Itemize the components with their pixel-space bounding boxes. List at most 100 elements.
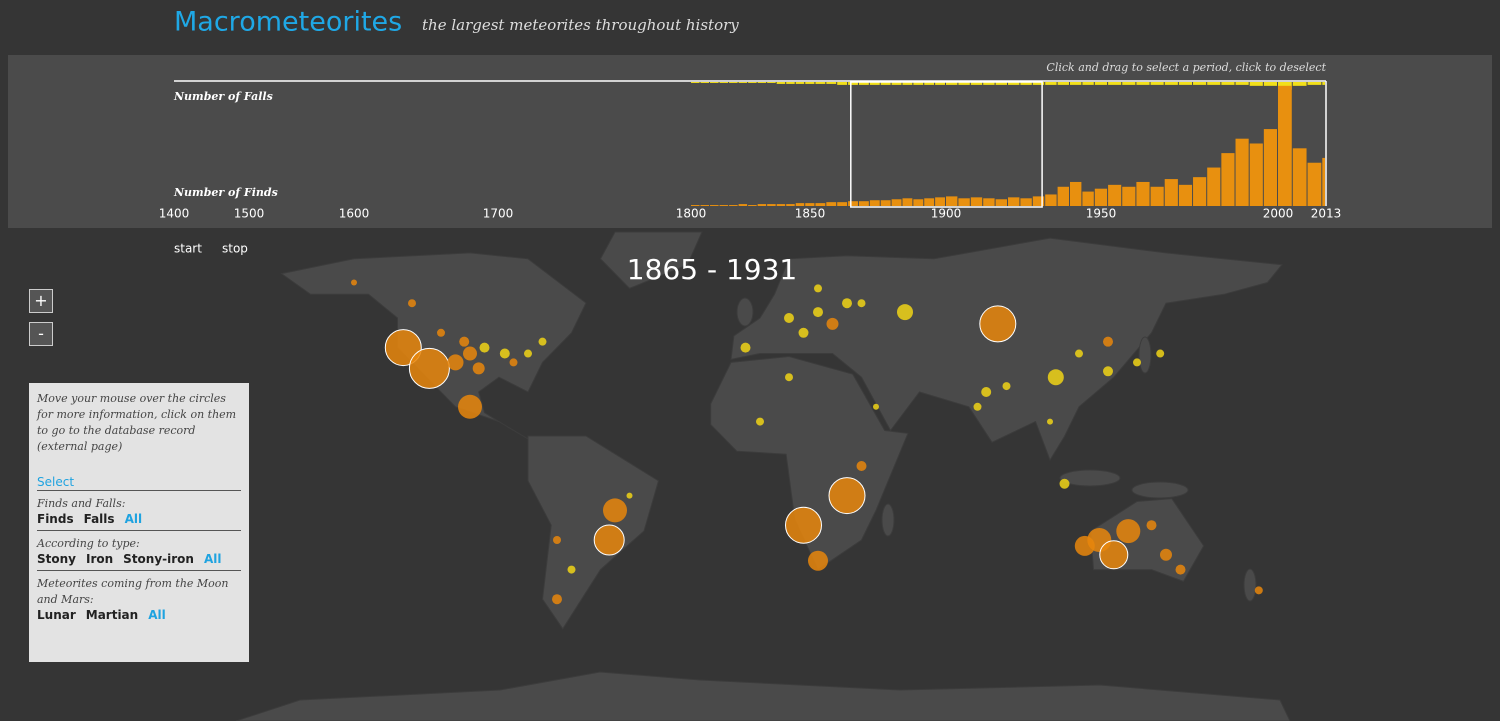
find-circle[interactable]	[1146, 520, 1157, 531]
fall-circle[interactable]	[981, 387, 992, 397]
fall-circle[interactable]	[842, 298, 852, 309]
fall-circle[interactable]	[1059, 478, 1070, 489]
finds-bar	[1057, 186, 1069, 206]
fall-circle[interactable]	[1047, 369, 1064, 386]
landmass	[1243, 568, 1257, 602]
find-circle[interactable]	[552, 594, 562, 605]
find-circle[interactable]	[1254, 586, 1263, 595]
fall-circle[interactable]	[1103, 366, 1113, 377]
fall-circle[interactable]	[524, 349, 532, 358]
finds-bar	[786, 204, 795, 206]
find-circle[interactable]	[1160, 548, 1172, 561]
fall-circle[interactable]	[1133, 358, 1141, 367]
find-circle[interactable]	[459, 336, 470, 347]
find-circle[interactable]	[1175, 564, 1186, 575]
find-circle[interactable]	[384, 329, 422, 367]
filter-option[interactable]: Stony	[37, 552, 76, 566]
find-circle[interactable]	[828, 477, 866, 515]
fall-circle[interactable]	[784, 313, 794, 323]
find-circle[interactable]	[1116, 519, 1141, 544]
finds-bar	[1235, 138, 1249, 206]
find-circle[interactable]	[808, 550, 828, 571]
fall-circle[interactable]	[1047, 418, 1053, 425]
find-circle[interactable]	[603, 498, 627, 523]
fall-circle[interactable]	[499, 348, 510, 359]
filter-all[interactable]: All	[203, 552, 222, 566]
fall-circle[interactable]	[857, 299, 866, 308]
find-circle[interactable]	[826, 317, 839, 330]
fall-circle[interactable]	[538, 337, 547, 346]
find-circle[interactable]	[447, 354, 464, 371]
finds-bar	[902, 198, 913, 206]
fall-circle[interactable]	[873, 403, 879, 410]
falls-bar	[902, 82, 913, 85]
find-circle[interactable]	[1103, 336, 1113, 347]
timeline-hint: Click and drag to select a period, click…	[1046, 61, 1326, 74]
filter-all[interactable]: All	[148, 608, 166, 622]
falls-bar	[848, 82, 858, 85]
landmass	[527, 435, 660, 630]
finds-bar	[1164, 179, 1178, 206]
fall-circle[interactable]	[479, 342, 490, 353]
filter-option[interactable]: Lunar	[37, 608, 76, 622]
falls-bar	[1136, 82, 1150, 85]
find-circle[interactable]	[593, 524, 625, 556]
find-circle[interactable]	[351, 279, 357, 286]
landmass	[710, 355, 909, 571]
filter-option[interactable]: Martian	[85, 608, 139, 622]
falls-bar	[1193, 82, 1207, 85]
finds-bar	[1249, 143, 1263, 206]
filter-option[interactable]: Falls	[83, 512, 115, 526]
instructions: Move your mouse over the circles for mor…	[37, 392, 237, 453]
x-tick-label: 1900	[931, 207, 962, 221]
falls-bar	[837, 82, 848, 85]
finds-bar	[805, 203, 815, 206]
fall-circle[interactable]	[756, 417, 764, 426]
filter-option[interactable]: Iron	[86, 552, 114, 566]
fall-circle[interactable]	[897, 304, 913, 321]
fall-circle[interactable]	[973, 402, 982, 411]
find-circle[interactable]	[472, 362, 485, 375]
fall-circle[interactable]	[1075, 349, 1083, 358]
find-circle[interactable]	[458, 394, 482, 419]
falls-bar	[995, 82, 1007, 85]
x-tick-label: 1500	[234, 207, 265, 221]
falls-bar	[1150, 82, 1164, 85]
filter-option[interactable]: Stony-iron	[123, 552, 194, 566]
find-circle[interactable]	[463, 346, 477, 361]
find-circle[interactable]	[437, 328, 445, 337]
fall-circle[interactable]	[814, 284, 822, 293]
find-circle[interactable]	[408, 299, 416, 308]
zoom-in[interactable]: +	[29, 289, 53, 313]
find-circle[interactable]	[408, 347, 450, 389]
fall-circle[interactable]	[785, 373, 793, 382]
fall-circle[interactable]	[1002, 382, 1011, 391]
find-circle[interactable]	[1074, 535, 1095, 556]
finds-bar	[691, 205, 700, 206]
start-button[interactable]: start	[174, 242, 202, 256]
finds-bar	[1045, 194, 1057, 206]
filter-option[interactable]: Finds	[37, 512, 74, 526]
filter-all[interactable]: All	[124, 512, 143, 526]
selection-brush[interactable]	[850, 81, 1043, 208]
find-circle[interactable]	[785, 506, 822, 544]
fall-circle[interactable]	[567, 565, 576, 574]
find-circle[interactable]	[1099, 540, 1129, 570]
zoom-out[interactable]: -	[29, 322, 53, 346]
finds-bar	[848, 201, 858, 206]
find-circle[interactable]	[856, 461, 867, 471]
stop-button[interactable]: stop	[222, 242, 248, 256]
find-circle[interactable]	[553, 536, 561, 544]
fall-circle[interactable]	[798, 327, 809, 338]
fall-circle[interactable]	[1156, 349, 1165, 358]
fall-circle[interactable]	[626, 492, 633, 499]
find-circle[interactable]	[979, 305, 1017, 343]
x-tick-label: 1400	[159, 207, 190, 221]
landmass	[881, 503, 895, 537]
fall-circle[interactable]	[740, 342, 751, 353]
x-tick-label: 1950	[1086, 207, 1117, 221]
finds-bar	[1150, 186, 1164, 206]
find-circle[interactable]	[509, 358, 518, 367]
falls-bar	[958, 82, 970, 85]
fall-circle[interactable]	[813, 307, 823, 318]
